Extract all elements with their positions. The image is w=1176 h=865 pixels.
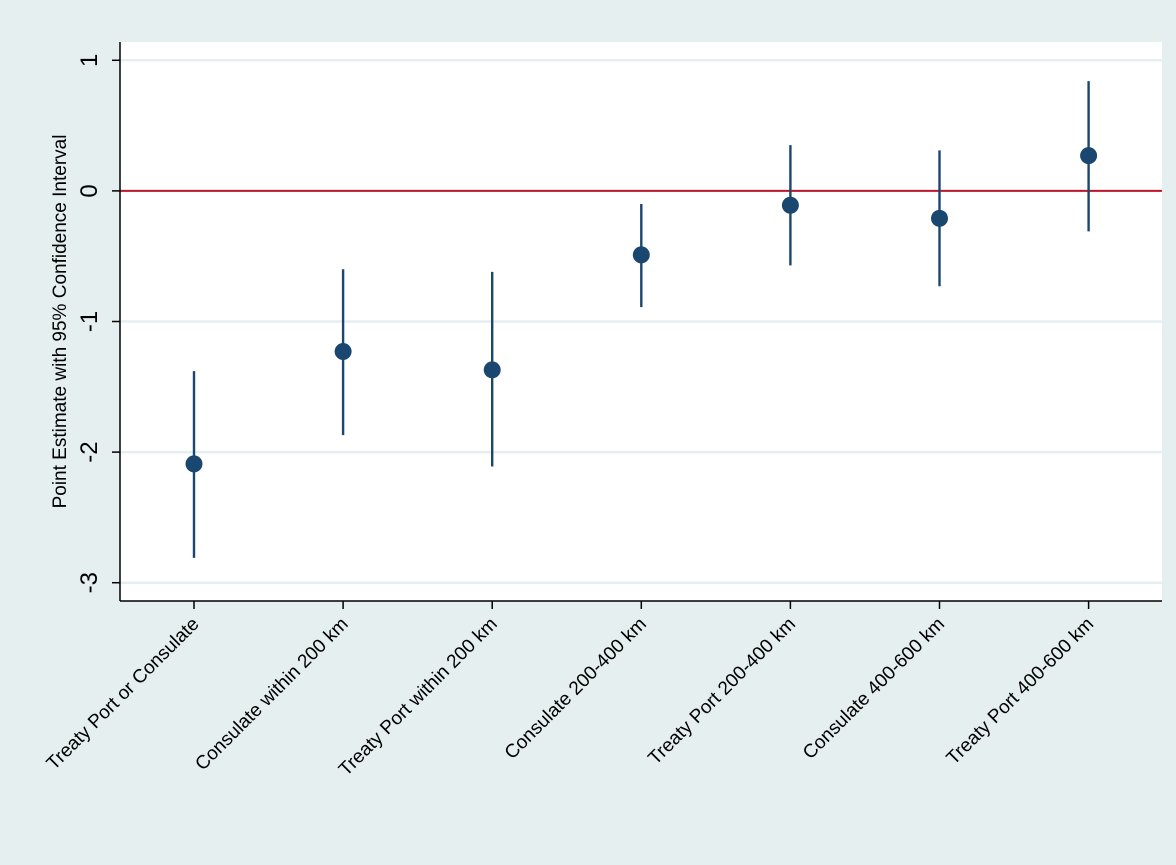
point-estimates	[185, 147, 1098, 473]
point-estimate-marker	[334, 343, 352, 361]
y-axis-title: Point Estimate with 95% Confidence Inter…	[50, 135, 71, 509]
point-estimate-marker	[781, 196, 799, 214]
y-tick-label: -3	[76, 572, 103, 593]
point-estimate-marker	[1080, 147, 1098, 165]
y-tick-label: -1	[76, 311, 103, 332]
y-tick-label: 1	[76, 54, 103, 67]
y-tick-label: 0	[76, 184, 103, 197]
axes	[112, 42, 1162, 609]
y-tick-label: -2	[76, 441, 103, 462]
point-estimate-marker	[185, 455, 203, 473]
point-estimate-marker	[632, 246, 650, 264]
point-estimate-marker	[931, 209, 948, 227]
point-estimate-marker	[483, 361, 501, 379]
y-tick-labels: -3 -2 -1 0 1	[76, 54, 103, 594]
